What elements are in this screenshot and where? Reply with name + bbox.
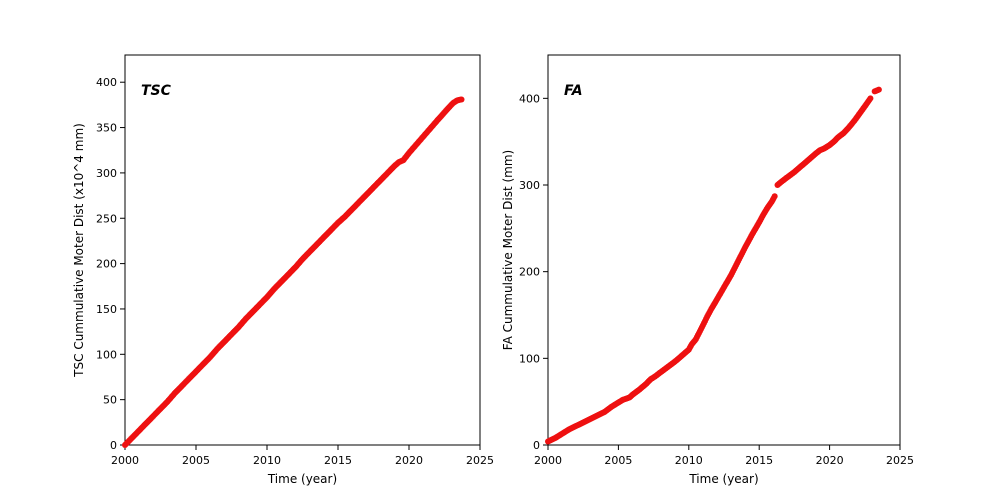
y-tick-label: 400 [96, 76, 117, 89]
x-tick-label: 2000 [111, 454, 139, 467]
data-point [867, 95, 874, 102]
data-series [122, 96, 465, 448]
y-tick-label: 250 [96, 212, 117, 225]
y-tick-label: 100 [96, 348, 117, 361]
y-tick-label: 100 [519, 352, 540, 365]
y-tick-label: 50 [103, 394, 117, 407]
fa-chart: 2000 2005 2010 2015 2020 2025 0 100 200 300 400 Tim… [501, 54, 914, 486]
y-tick-label: 300 [519, 179, 540, 192]
y-axis-label: FA Cummulative Moter Dist (mm) [501, 150, 515, 350]
y-tick-label: 200 [96, 258, 117, 271]
plot-title: FA [564, 83, 583, 99]
x-tick-label: 2010 [253, 454, 281, 467]
x-tick-label: 2000 [534, 454, 562, 467]
x-tick-label: 2005 [604, 454, 632, 467]
data-point [875, 86, 882, 93]
y-tick-label: 400 [519, 92, 540, 105]
tsc-chart: 2000 2005 2010 2015 2020 2025 0 50 100 150 200 250 3… [72, 54, 494, 486]
data-point [458, 96, 465, 103]
y-tick-label: 150 [96, 303, 117, 316]
x-tick-label: 2005 [182, 454, 210, 467]
plot-title: TSC [141, 83, 172, 99]
x-tick-label: 2020 [395, 454, 423, 467]
y-tick-label: 350 [96, 122, 117, 135]
x-tick-label: 2015 [745, 454, 773, 467]
x-axis-label: Time (year) [688, 472, 758, 486]
y-axis-label: TSC Cummulative Moter Dist (x10^4 mm) [72, 123, 86, 378]
y-tick-label: 0 [533, 439, 540, 452]
y-tick-label: 0 [110, 439, 117, 452]
x-axis-label: Time (year) [267, 472, 337, 486]
x-tick-label: 2010 [675, 454, 703, 467]
data-series [545, 86, 882, 445]
x-tick-label: 2025 [466, 454, 494, 467]
y-tick-label: 200 [519, 266, 540, 279]
x-tick-label: 2020 [816, 454, 844, 467]
y-tick-label: 300 [96, 167, 117, 180]
x-tick-label: 2015 [324, 454, 352, 467]
plot-border [124, 54, 481, 446]
x-tick-label: 2025 [886, 454, 914, 467]
data-point [771, 193, 778, 200]
plot-border [547, 54, 901, 446]
